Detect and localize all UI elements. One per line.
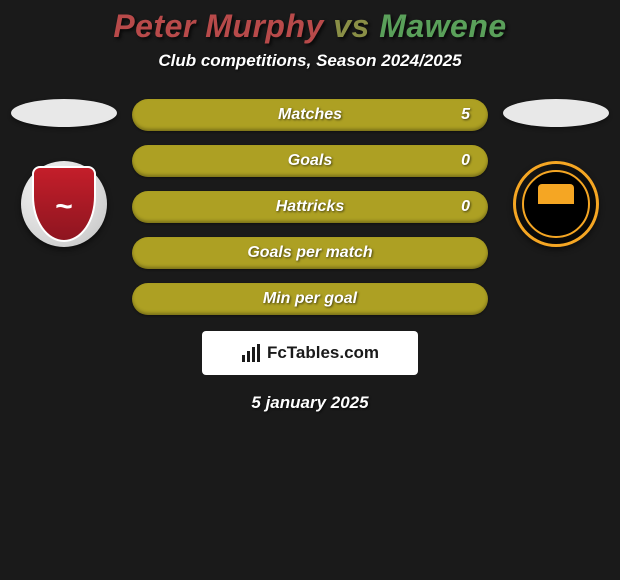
left-ellipse [11,99,117,127]
stat-value-right: 0 [461,152,470,170]
stat-pill: Goals per match [132,237,488,269]
source-logo: FcTables.com [202,331,418,375]
stat-label: Hattricks [276,198,344,216]
stat-pill: Hattricks 0 [132,191,488,223]
stat-label: Goals per match [247,244,372,262]
bar-chart-icon [241,343,261,363]
stat-label: Matches [278,106,342,124]
player1-name: Peter Murphy [113,8,323,44]
comparison-card: Peter Murphy vs Mawene Club competitions… [0,0,620,413]
stat-pill: Matches 5 [132,99,488,131]
logo-text: FcTables.com [267,343,379,363]
title: Peter Murphy vs Mawene [0,8,620,45]
stats-column: Matches 5 Goals 0 Hattricks 0 Goals per match M… [124,99,496,315]
subtitle: Club competitions, Season 2024/2025 [0,51,620,71]
right-club-badge [513,161,599,247]
stat-value-right: 5 [461,106,470,124]
stat-pill: Min per goal [132,283,488,315]
stat-pill: Goals 0 [132,145,488,177]
stat-label: Goals [288,152,332,170]
right-column [496,99,616,247]
date: 5 january 2025 [0,393,620,413]
player2-name: Mawene [379,8,506,44]
left-club-badge [21,161,107,247]
main-row: Matches 5 Goals 0 Hattricks 0 Goals per match M… [0,99,620,315]
newport-crest-icon [522,170,590,238]
morecambe-crest-icon [32,166,96,242]
stat-value-right: 0 [461,198,470,216]
stat-label: Min per goal [263,290,357,308]
left-column [4,99,124,247]
vs-text: vs [333,8,370,44]
right-ellipse [503,99,609,127]
